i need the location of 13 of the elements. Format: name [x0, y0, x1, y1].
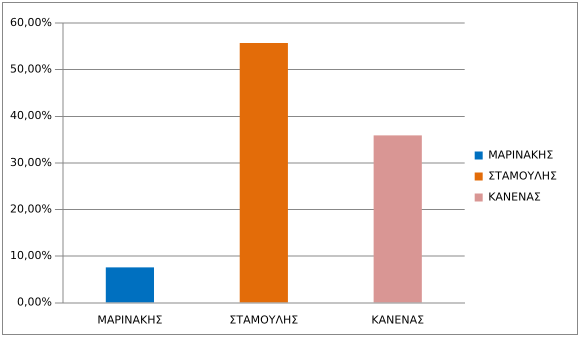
- y-tick-label: 0,00%: [16, 296, 52, 309]
- y-tick-label: 10,00%: [10, 249, 52, 262]
- y-tick-label: 60,00%: [10, 16, 52, 29]
- x-tick-label: ΣΤΑΜΟΥΛΗΣ: [229, 313, 298, 326]
- x-tick-label: ΜΑΡΙΝΑΚΗΣ: [97, 313, 162, 326]
- legend-label: ΣΤΑΜΟΥΛΗΣ: [488, 169, 558, 182]
- y-tick-label: 30,00%: [10, 156, 52, 169]
- y-tick-label: 50,00%: [10, 62, 52, 76]
- y-tick-label: 40,00%: [10, 109, 52, 122]
- legend-label: ΚΑΝΕΝΑΣ: [488, 190, 541, 204]
- legend-label: ΜΑΡΙΝΑΚΗΣ: [488, 148, 554, 162]
- y-tick-label: 20,00%: [10, 202, 52, 216]
- x-tick-label: ΚΑΝΕΝΑΣ: [371, 313, 424, 326]
